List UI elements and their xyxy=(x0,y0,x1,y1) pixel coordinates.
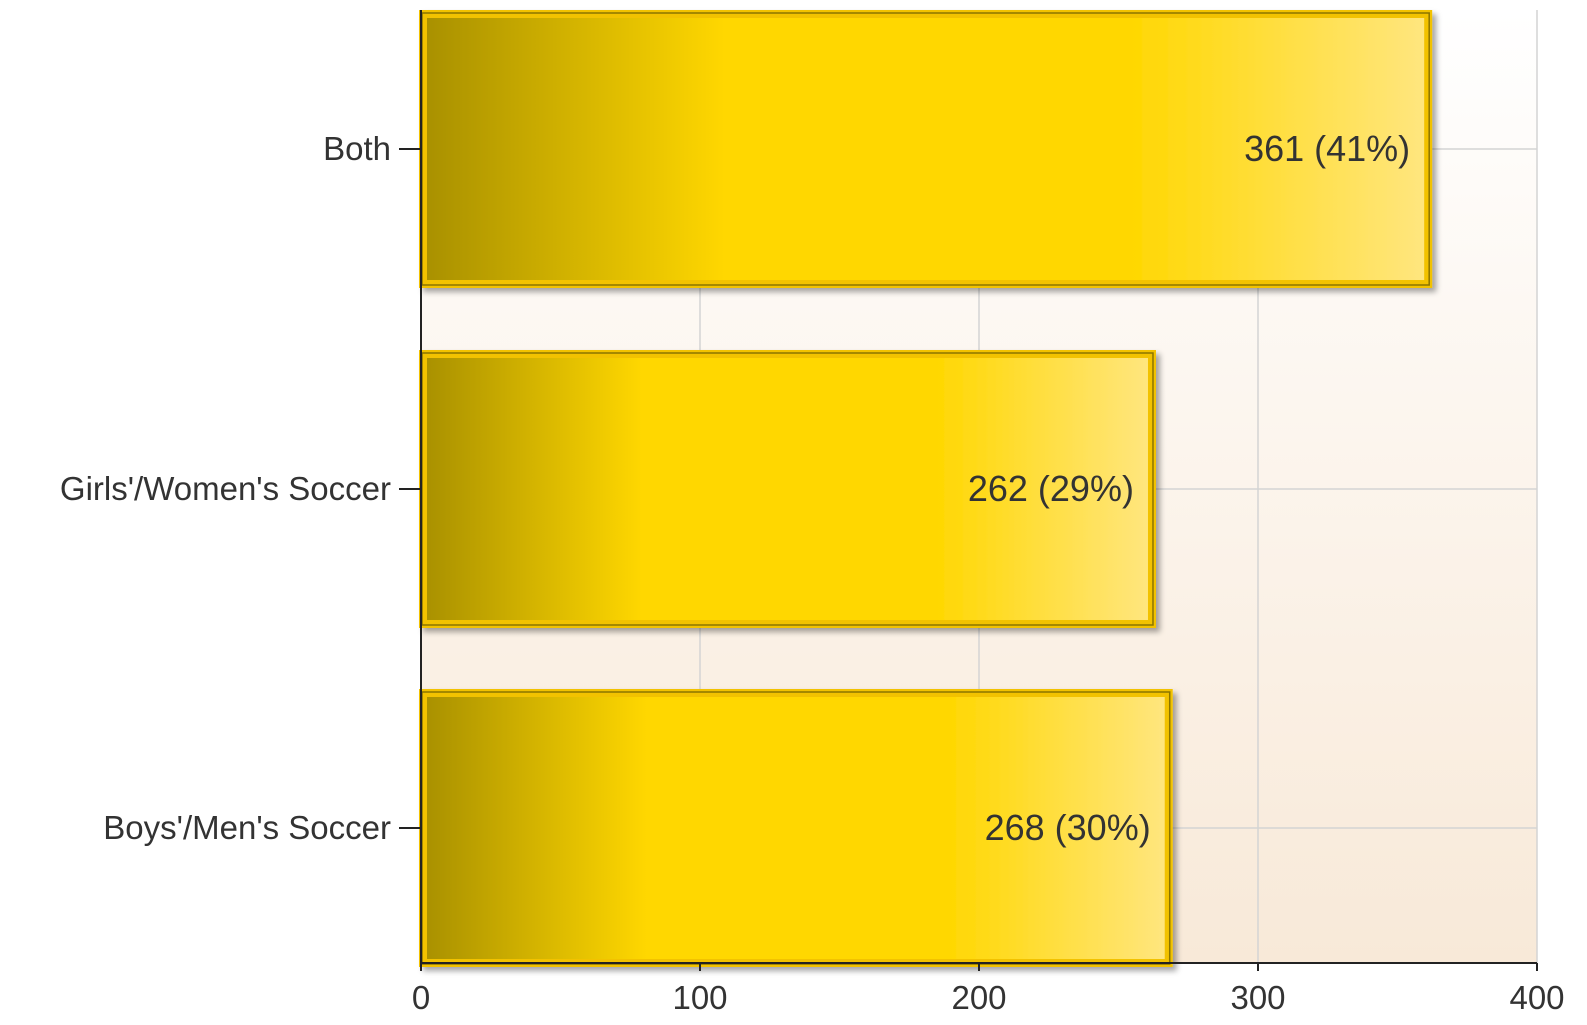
bar-group xyxy=(419,10,1433,288)
category-label: Girls'/Women's Soccer xyxy=(60,470,391,507)
labels: 361 (41%) 262 (29%) 268 (30%) Both Girls'/Wo… xyxy=(60,128,1565,1016)
bar xyxy=(419,10,1433,288)
bar-group xyxy=(419,689,1173,967)
x-tick-label: 300 xyxy=(1230,979,1285,1016)
bar xyxy=(419,350,1156,628)
x-tick-label: 100 xyxy=(672,979,727,1016)
bar-group xyxy=(419,350,1156,628)
data-label: 361 (41%) xyxy=(1244,128,1410,169)
category-label: Boys'/Men's Soccer xyxy=(103,809,391,846)
x-tick-label: 0 xyxy=(412,979,430,1016)
x-tick-label: 200 xyxy=(951,979,1006,1016)
axes xyxy=(399,10,1538,971)
data-label: 268 (30%) xyxy=(985,807,1151,848)
bars xyxy=(419,10,1433,967)
category-label: Both xyxy=(323,130,391,167)
data-label: 262 (29%) xyxy=(968,468,1134,509)
bar xyxy=(419,689,1173,967)
x-tick-label: 400 xyxy=(1509,979,1564,1016)
